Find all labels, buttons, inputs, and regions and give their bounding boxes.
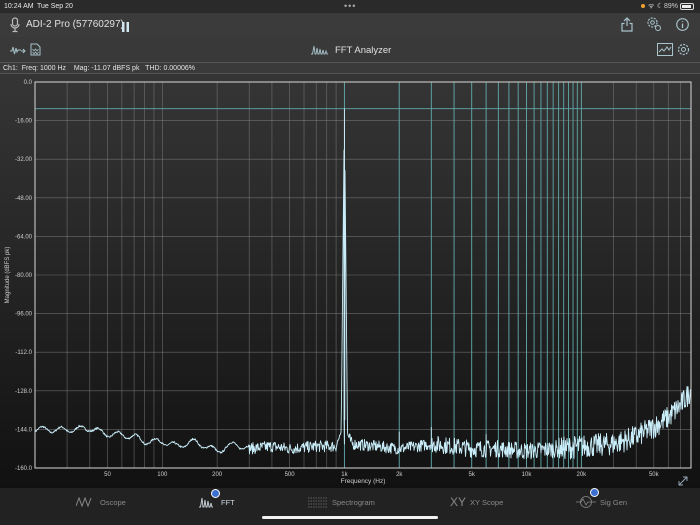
spectrum-trace [34,108,692,460]
playing-badge-icon [590,488,599,497]
info-frequency: Freq: 1000 Hz [21,65,67,72]
fft-chart[interactable]: 0.0 -16.00 -32.00 -48.00 -64.00 -80.00 -96.00 -… [0,74,700,488]
y-tick-label: -64.00 [15,234,33,240]
info-thd: THD: 0.00006% [145,65,195,72]
moon-icon: ☾ [657,3,664,10]
share-icon[interactable] [621,17,633,32]
tab-label: Oscope [100,497,126,507]
y-tick-label: -112.0 [15,350,32,356]
x-tick-label: 100 [157,472,168,478]
x-tick-label: 10k [522,472,533,478]
info-channel: Ch1: [3,65,18,72]
tab-oscope[interactable]: Oscope [76,494,126,510]
home-indicator[interactable] [262,516,438,519]
bottom-tab-bar: Oscope FFT Spectrogram XY XY Scope Sig G… [0,488,700,525]
microphone-icon[interactable] [10,17,20,33]
battery-percent: 89% [664,3,679,10]
y-tick-label: -32.00 [15,157,33,163]
pause-button[interactable] [122,19,129,32]
y-tick-label: -96.00 [15,312,33,318]
expand-icon[interactable] [678,476,688,486]
tab-label: FFT [221,497,235,507]
tab-label: Sig Gen [600,497,628,507]
playing-badge-icon [211,489,220,498]
y-tick-label: -48.00 [15,196,33,202]
analyzer-settings-icon[interactable] [677,43,690,56]
y-tick-label: -16.00 [15,119,33,125]
info-icon[interactable] [676,18,689,31]
x-tick-label: 50 [104,472,111,478]
tab-label: XY Scope [470,497,504,507]
mic-indicator-icon [641,4,645,8]
tab-label: Spectrogram [332,497,375,507]
title-bar: ADI-2 Pro (57760297) [0,13,700,37]
y-tick-label: 0.0 [24,80,33,86]
x-tick-label: 1k [341,472,348,478]
x-axis-label: Frequency (Hz) [341,478,386,485]
device-name[interactable]: ADI-2 Pro (57760297) [26,19,124,30]
status-time: 10:24 AM [4,3,34,10]
x-tick-label: 5k [469,472,476,478]
measurement-info-line: Ch1: Freq: 1000 Hz Mag: -11.07 dBFS pk T… [0,63,700,74]
battery-icon [680,3,694,10]
fft-icon [199,489,220,508]
file-wave-icon[interactable] [30,43,41,56]
y-tick-label: -128.0 [15,389,33,395]
y-tick-label: -80.00 [15,273,33,279]
spectrogram-icon [308,496,328,508]
info-magnitude: Mag: -11.07 dBFS pk [73,65,140,72]
xy-icon: XY [450,495,467,509]
plot-frame [34,81,692,469]
wifi-icon: ᯤ [648,3,655,10]
x-tick-label: 50k [649,472,660,478]
y-axis-label: Magnitude (dBFS pk) [5,247,11,304]
x-tick-label: 500 [285,472,296,478]
toolbar: FFT Analyzer [0,37,700,63]
tab-sig-gen[interactable]: Sig Gen [576,488,628,510]
fft-plot[interactable]: 0.0 -16.00 -32.00 -48.00 -64.00 -80.00 -96.00 -… [0,74,700,488]
oscope-icon [76,497,96,507]
plot-background [0,74,700,488]
device-settings-icon[interactable] [646,16,662,32]
tab-xy-scope[interactable]: XY XY Scope [450,494,503,510]
status-bar: 10:24 AM Tue Sep 20 ••• ᯤ ☾ 89% [0,0,700,13]
tab-spectrogram[interactable]: Spectrogram [308,494,375,510]
x-tick-label: 200 [212,472,223,478]
fft-icon [311,45,328,55]
analyzer-title: FFT Analyzer [335,45,392,56]
y-tick-label: -144.0 [15,427,33,433]
graph-view-icon[interactable] [657,43,673,56]
x-tick-label: 20k [577,472,588,478]
tab-fft[interactable]: FFT [199,489,235,510]
sig-gen-icon [576,488,599,509]
multitask-dots-icon[interactable]: ••• [344,1,357,11]
status-date: Tue Sep 20 [37,3,73,10]
y-tick-label: -160.0 [15,466,33,472]
signal-input-icon[interactable] [10,45,26,55]
x-tick-label: 2k [396,472,403,478]
